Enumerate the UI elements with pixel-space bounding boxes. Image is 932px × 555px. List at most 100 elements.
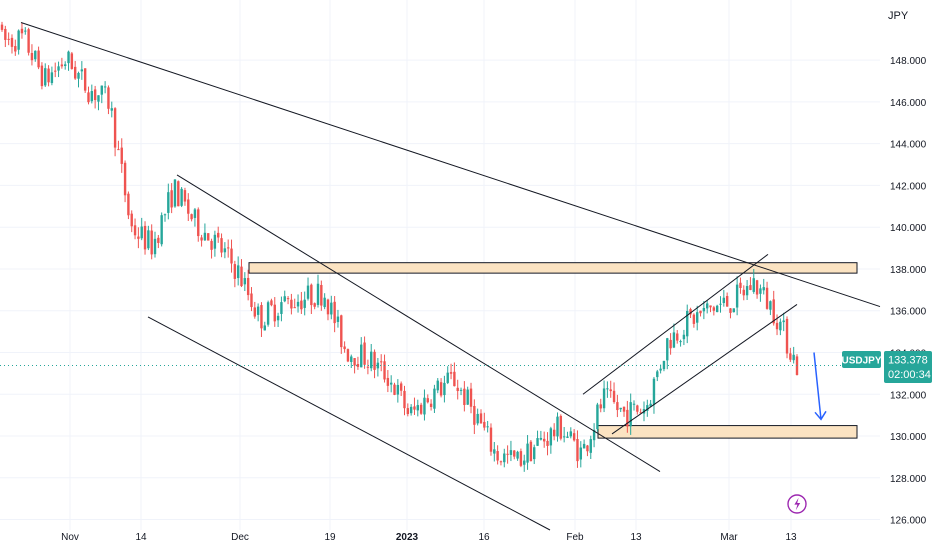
candle-body bbox=[107, 87, 110, 109]
x-tick-label: 2023 bbox=[396, 532, 419, 543]
candle-body bbox=[67, 51, 70, 64]
candle-body bbox=[449, 372, 453, 374]
candle-body bbox=[536, 438, 539, 446]
candle-body bbox=[513, 450, 516, 457]
candle-body bbox=[769, 301, 772, 310]
candle-body bbox=[399, 383, 403, 391]
x-tick-label: Mar bbox=[720, 532, 738, 543]
candle-body bbox=[117, 149, 120, 151]
candle-body bbox=[187, 199, 190, 214]
time-axis[interactable]: Nov 14 Dec 19 2023 16 Feb 13 Mar 13 bbox=[61, 532, 797, 543]
candle-body bbox=[97, 95, 100, 102]
candle-body bbox=[679, 341, 682, 343]
candle-body bbox=[160, 215, 163, 245]
candle-body bbox=[446, 372, 449, 383]
candle-body bbox=[336, 316, 340, 322]
candle-body bbox=[569, 431, 573, 437]
candle-body bbox=[562, 436, 566, 438]
candle-body bbox=[652, 378, 656, 405]
candle-body bbox=[616, 402, 619, 411]
candle-body bbox=[393, 384, 396, 395]
candle-body bbox=[253, 307, 257, 317]
symbol-tag-bg[interactable] bbox=[842, 351, 881, 368]
candle-body bbox=[140, 226, 143, 239]
candle-body bbox=[656, 371, 659, 378]
candle-body bbox=[712, 307, 716, 311]
candle-body bbox=[676, 333, 679, 341]
candle-body bbox=[443, 382, 446, 396]
candle-body bbox=[303, 299, 306, 308]
trendline-long-term-down bbox=[20, 22, 881, 308]
candle-series bbox=[0, 21, 799, 472]
candle-body bbox=[40, 65, 44, 87]
candle-body bbox=[433, 388, 436, 409]
candle-body bbox=[649, 403, 652, 407]
y-tick-label: 136.000 bbox=[890, 307, 927, 318]
candle-body bbox=[409, 406, 413, 414]
candle-body bbox=[466, 389, 469, 405]
candle-body bbox=[542, 438, 546, 442]
candle-body bbox=[419, 404, 423, 414]
candle-body bbox=[762, 287, 765, 291]
candle-body bbox=[233, 264, 237, 279]
candle-body bbox=[576, 438, 579, 462]
candle-body bbox=[340, 315, 343, 348]
candle-body bbox=[57, 66, 60, 71]
y-tick-label: 132.000 bbox=[890, 390, 927, 401]
lightning-icon[interactable] bbox=[787, 494, 807, 514]
candle-body bbox=[197, 209, 200, 237]
candle-body bbox=[589, 439, 592, 453]
candle-body bbox=[207, 233, 210, 241]
candle-body bbox=[170, 190, 173, 208]
trendline-channel-upper bbox=[176, 174, 661, 472]
candle-body bbox=[306, 285, 310, 299]
candle-body bbox=[416, 405, 419, 411]
candle-body bbox=[123, 162, 127, 196]
y-tick-label: 148.000 bbox=[890, 56, 927, 67]
candle-body bbox=[87, 92, 90, 103]
candle-body bbox=[396, 384, 400, 395]
candle-body bbox=[24, 30, 27, 32]
candle-body bbox=[17, 30, 20, 50]
candle-body bbox=[167, 192, 170, 213]
candle-body bbox=[436, 380, 439, 391]
candle-body bbox=[596, 404, 599, 430]
candle-body bbox=[453, 371, 456, 387]
candle-body bbox=[203, 232, 207, 241]
candle-body bbox=[376, 362, 380, 369]
candle-body bbox=[479, 413, 483, 424]
candle-body bbox=[360, 344, 363, 368]
candle-body bbox=[619, 407, 622, 410]
candle-body bbox=[130, 213, 133, 227]
candle-body bbox=[659, 368, 662, 371]
candle-body bbox=[592, 429, 596, 441]
symbol-tag[interactable]: USDJPY bbox=[841, 356, 881, 367]
candle-body bbox=[526, 443, 529, 463]
candle-body bbox=[177, 181, 180, 207]
candle-body bbox=[669, 339, 672, 349]
candle-body bbox=[459, 389, 463, 391]
candle-body bbox=[333, 301, 336, 324]
candle-body bbox=[313, 303, 316, 307]
candle-body bbox=[54, 70, 57, 72]
candle-body bbox=[93, 89, 97, 101]
candle-body bbox=[363, 342, 366, 365]
candle-body bbox=[266, 302, 270, 325]
candle-body bbox=[226, 247, 230, 249]
candle-body bbox=[582, 443, 586, 449]
candle-body bbox=[44, 68, 47, 86]
bar-countdown: 02:00:34 bbox=[888, 369, 931, 381]
x-tick-label: 16 bbox=[478, 532, 490, 543]
candle-body bbox=[34, 50, 37, 60]
candle-body bbox=[782, 320, 785, 323]
candle-body bbox=[556, 416, 559, 437]
candle-body bbox=[210, 240, 213, 250]
candle-body bbox=[539, 437, 543, 440]
candle-body bbox=[276, 315, 280, 321]
candle-body bbox=[83, 68, 87, 91]
candle-body bbox=[366, 366, 370, 368]
candle-body bbox=[745, 286, 749, 296]
candle-body bbox=[316, 283, 320, 305]
